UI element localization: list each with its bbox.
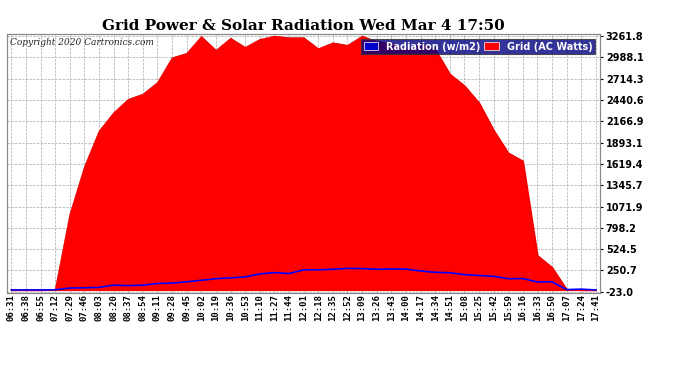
Text: Copyright 2020 Cartronics.com: Copyright 2020 Cartronics.com xyxy=(10,38,154,46)
Legend: Radiation (w/m2), Grid (AC Watts): Radiation (w/m2), Grid (AC Watts) xyxy=(361,39,595,54)
Title: Grid Power & Solar Radiation Wed Mar 4 17:50: Grid Power & Solar Radiation Wed Mar 4 1… xyxy=(102,19,505,33)
